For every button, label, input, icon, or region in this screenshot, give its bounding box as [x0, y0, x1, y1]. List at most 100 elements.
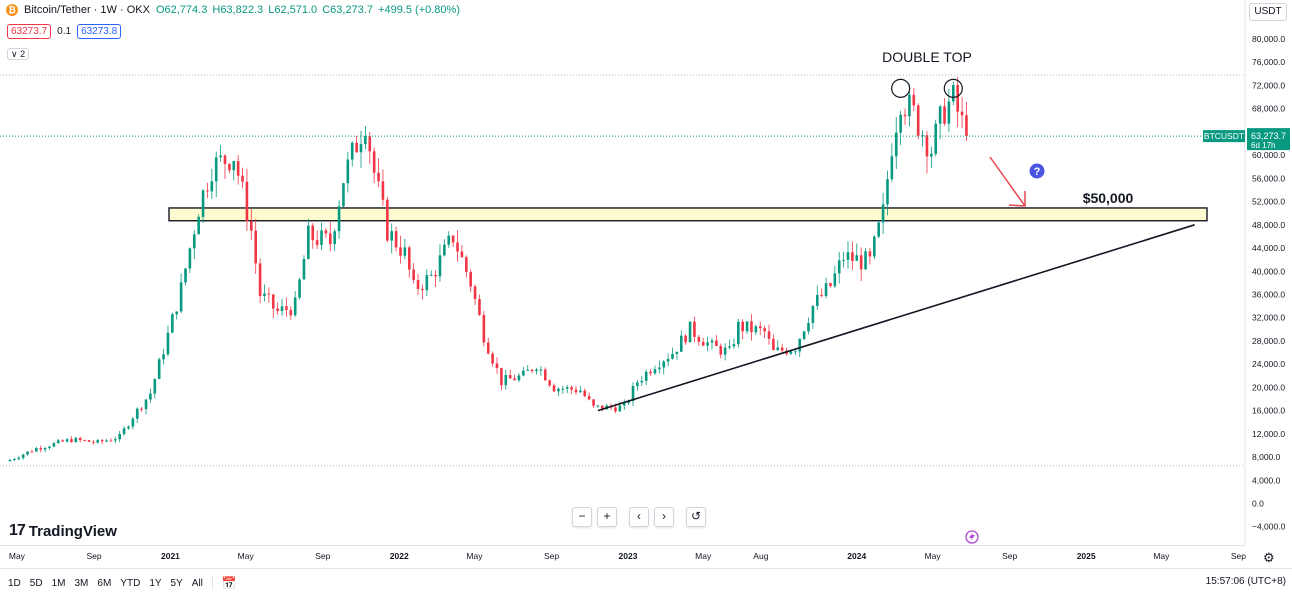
candle	[837, 252, 841, 284]
candle	[188, 247, 192, 273]
zoom-out-button[interactable]: −	[572, 507, 592, 527]
candle	[464, 255, 468, 278]
y-tick-label: 60,000.0	[1252, 150, 1285, 160]
x-tick-label: May	[466, 551, 483, 561]
candle	[701, 337, 705, 346]
range-button-all[interactable]: All	[191, 577, 203, 589]
currency-selector[interactable]: USDT	[1249, 3, 1287, 21]
candle	[438, 244, 442, 282]
candle	[92, 439, 95, 445]
candle	[315, 230, 319, 249]
candle	[943, 98, 946, 126]
tradingview-wordmark: TradingView	[28, 522, 117, 540]
toolbar-divider	[211, 576, 213, 590]
candle	[214, 151, 218, 197]
scroll-right-button[interactable]: ›	[654, 507, 674, 527]
sell-price[interactable]: 63273.7	[7, 24, 52, 39]
indicators-toggle[interactable]: ∨ 2	[7, 44, 30, 62]
price-axis[interactable]: 80,000.076,000.072,000.068,000.064,000.0…	[1252, 34, 1286, 532]
range-button-5d[interactable]: 5D	[29, 577, 43, 589]
candle	[127, 425, 130, 430]
candle	[679, 330, 683, 352]
zoom-in-button[interactable]: +	[597, 507, 617, 527]
candle	[443, 239, 446, 257]
scroll-left-button[interactable]: ‹	[629, 507, 649, 527]
candle	[447, 231, 451, 248]
ascending-trendline	[597, 224, 1195, 412]
candle	[118, 430, 121, 443]
candle	[671, 347, 674, 360]
candle	[750, 314, 753, 341]
candle	[767, 324, 771, 345]
candle	[403, 238, 407, 260]
candle	[552, 383, 556, 392]
candle	[350, 141, 354, 167]
candle	[478, 294, 481, 316]
candle	[697, 334, 701, 346]
candle	[833, 265, 837, 289]
range-button-3m[interactable]: 3M	[74, 577, 89, 589]
range-button-6m[interactable]: 6M	[97, 577, 112, 589]
y-tick-label: 20,000.0	[1252, 382, 1285, 392]
range-button-1y[interactable]: 1Y	[149, 577, 162, 589]
candle	[732, 338, 736, 349]
candle	[105, 439, 108, 443]
candle	[377, 158, 380, 188]
candle	[43, 446, 47, 453]
range-button-ytd[interactable]: YTD	[120, 577, 141, 589]
candle	[394, 226, 398, 252]
ticker-price-tag: BTCUSDT 63,273.7 6d 17h	[1203, 128, 1290, 151]
candle	[741, 319, 744, 340]
candle	[412, 263, 415, 284]
candle	[658, 360, 661, 374]
candle	[289, 306, 293, 320]
candle	[140, 406, 143, 412]
symbol-title[interactable]: Bitcoin/Tether · 1W · OKX	[24, 4, 150, 16]
candle	[162, 348, 165, 365]
reset-chart-button[interactable]: ↺	[686, 507, 706, 527]
y-tick-label: 16,000.0	[1252, 406, 1285, 416]
candle	[960, 96, 964, 129]
candle	[859, 247, 863, 281]
chart-navigation: − + ‹ › ↺	[572, 507, 706, 527]
candle	[772, 334, 775, 351]
buy-price[interactable]: 63273.8	[77, 24, 122, 39]
settings-gear-icon[interactable]: ⚙	[1263, 550, 1275, 565]
x-tick-label: Sep	[544, 551, 559, 561]
indicator-count[interactable]: ∨ 2	[7, 48, 30, 60]
candle	[254, 219, 258, 274]
candle	[337, 200, 341, 239]
range-button-5y[interactable]: 5Y	[170, 577, 183, 589]
candle	[912, 87, 916, 112]
date-range-buttons: 1D 5D 1M 3M 6M YTD 1Y 5Y All 📅	[8, 576, 237, 590]
candle	[425, 269, 429, 296]
candle	[873, 235, 876, 260]
candle	[30, 449, 34, 453]
tradingview-logo[interactable]: 17 TradingView	[9, 522, 117, 540]
candle	[52, 442, 56, 448]
low-value: L62,571.0	[268, 4, 318, 16]
clock[interactable]: 15:57:06 (UTC+8)	[1205, 576, 1286, 587]
candle	[324, 228, 328, 238]
calendar-icon[interactable]: 📅	[221, 576, 237, 590]
candle	[175, 311, 179, 320]
help-icon[interactable]: ?	[1029, 163, 1045, 179]
candle	[166, 325, 170, 357]
x-tick-label: 2022	[390, 551, 409, 561]
lightning-icon[interactable]	[965, 530, 979, 544]
candle	[346, 151, 350, 193]
candle	[864, 248, 867, 270]
time-axis[interactable]: May Sep 2021 May Sep 2022 May Sep 2023 May Aug 2024…	[9, 551, 1246, 561]
change-value: +499.5 (+0.80%)	[378, 4, 460, 16]
range-button-1d[interactable]: 1D	[8, 577, 21, 589]
candle	[386, 196, 389, 243]
candle	[570, 385, 573, 395]
x-tick-label: 2025	[1077, 551, 1096, 561]
y-tick-label: 4,000.0	[1252, 475, 1281, 485]
range-button-1m[interactable]: 1M	[51, 577, 66, 589]
candle	[815, 285, 819, 310]
y-tick-label: 44,000.0	[1252, 243, 1285, 253]
candle	[407, 245, 411, 278]
candle	[903, 108, 907, 125]
